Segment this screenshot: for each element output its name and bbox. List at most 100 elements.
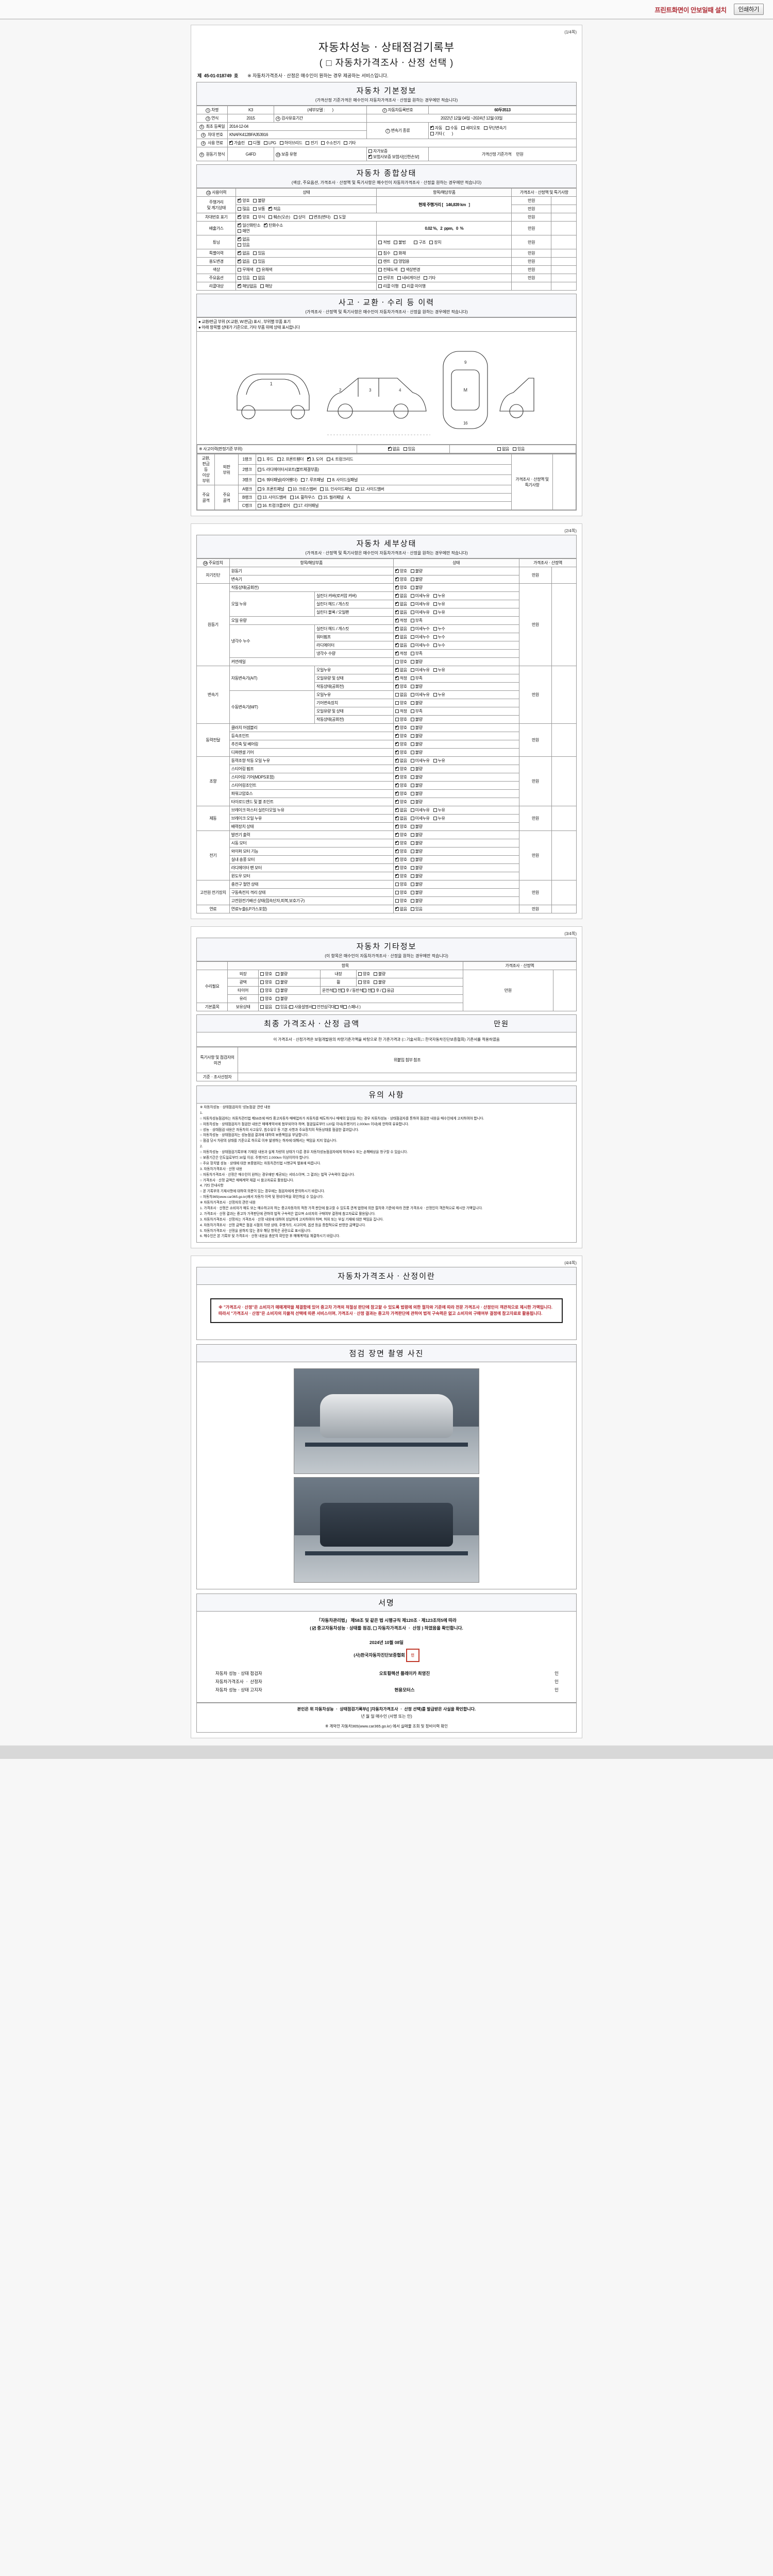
other-row-holding: 보유상태 <box>227 1003 259 1011</box>
page-3: (3/4쪽) 자동차 기타정보 (이 항목은 매수인이 자동차가격조사ㆍ산정을 … <box>191 926 582 1249</box>
detail-item: 등속조인트 <box>229 732 394 740</box>
caution-item: ○ 자동차성능점검자는 자동차관리법 제58조에 따라 중고자동차 매매업자가 … <box>200 1116 484 1121</box>
recall-items: 리콜 이행 리콜 미이행 <box>376 282 512 291</box>
signature-seal: 인 <box>554 1687 559 1692</box>
svg-text:1: 1 <box>270 381 273 386</box>
detail-unit: 만원 <box>518 905 552 913</box>
detail-row: 라디에이터 팬 모터양호불량 <box>197 863 577 872</box>
detail-item: 충전구 절연 상태 <box>229 880 394 889</box>
basic-info-note: (가격산정 기준가격은 매수인이 자동차가격조사ㆍ산정을 원하는 경우에만 적습… <box>196 97 577 106</box>
page-2: (2/4쪽) 자동차 세부상태 (가격조사ㆍ산정액 및 특기사항은 매수인이 자… <box>191 523 582 919</box>
rank-a-opts: 9. 프론트패널 10. 크로스멤버 11. 인사이드패널 12. 사이드멤버 <box>256 485 512 494</box>
price-blank-5 <box>550 235 577 249</box>
other-group-repair: 수리필요 <box>196 970 228 1003</box>
other-info-note: (이 항목은 매수인이 자동차가격조사ㆍ산정을 원하는 경우에만 적습니다) <box>196 953 577 961</box>
detail-item: 원동기 <box>229 567 394 575</box>
price-blank-6 <box>550 249 577 258</box>
signature-association: (사)한국자동차진단보증협회 인 <box>201 1648 572 1662</box>
detail-row: 라디에이터없음미세누수누수 <box>197 641 577 650</box>
detail-subitem: 기어변속장치 <box>314 699 394 707</box>
value-engine: G4FD <box>227 147 274 161</box>
top-toolbar: 프린트화면이 안보일때 설치 인쇄하기 <box>0 0 773 20</box>
signature-row: 자동차 성능ㆍ상태 점검자 오토컬렉션 플레이카 최영진 인 <box>201 1669 572 1677</box>
value-carname: K3 <box>227 106 274 114</box>
detail-item: 시동 모터 <box>229 839 394 848</box>
detail-row: 고전원 전기장치 충전구 절연 상태 양호 불량 만원 <box>196 880 577 905</box>
detail-body: 자기진단원동기양호불량만원변속기양호불량원동기작동상태(공회전)양호불량만원오일… <box>196 567 577 913</box>
detail-item: 고전원전기배선 상태(접속단자,피복,보호기구) <box>229 896 394 905</box>
emission-opts: 일산화탄소탄화수소매연 <box>236 221 377 235</box>
cautions-title: 유의 사항 <box>196 1086 577 1104</box>
other-row-tire: 타이어 <box>227 986 259 995</box>
caution-item: 3. 자동차가격조사ㆍ산정 내용 <box>200 1167 242 1171</box>
other-row-glass: 유리 <box>227 994 259 1003</box>
col-state: 상태 <box>236 188 377 197</box>
col-item: 항목/해당부품 <box>376 188 512 197</box>
signature-seal: 인 <box>554 1679 559 1684</box>
overall-row-mileage: 주행거리 및 계기상태 <box>196 196 237 213</box>
overall-row-color: 색상 <box>196 265 237 274</box>
rank-sub-frame: 주요 골격 <box>214 485 239 510</box>
other-row-polish: 광택 <box>227 978 259 987</box>
caution-item: ○ 가격조사ㆍ산정 금액은 매매계약 체결 시 참고자료로 활용됩니다. <box>200 1178 294 1182</box>
overall-row-vin-mark: 차대번호 표기 <box>196 213 237 222</box>
other-glass-opts: 양호 불량 <box>258 994 463 1003</box>
caution-item: ※ 자동차성능ㆍ상태점검자의 '성능점검' 관련 내용 <box>200 1106 271 1109</box>
page-number-4: (4/4쪽) <box>564 1261 577 1266</box>
value-year: 2015 <box>227 114 274 123</box>
signature-value: 오토컬렉션 플레이카 최영진 <box>379 1670 430 1676</box>
basic-info-table: 1 차명 K3 (세부모델 : ) 2 자동차등록번호 60두3513 3 연식 20… <box>196 106 577 161</box>
detail-subitem: 오일유량 및 상태 <box>314 674 394 683</box>
other-tire-opts: 양호 불량 <box>258 986 321 995</box>
accident-title: 사고ㆍ교환ㆍ수리 등 이력 <box>196 294 577 309</box>
overall-row-options: 주요옵션 <box>196 274 237 282</box>
caution-item: ○ 성능ㆍ상태점검 내용은 자동차의 사고유무, 침수유무 등 기본 사항과 주… <box>200 1128 359 1132</box>
signature-body: 「자동차관리법」 제58조 및 같은 법 시행규칙 제120조ㆍ제123조의5에… <box>196 1612 577 1703</box>
detail-item: 커먼레일 <box>229 657 394 666</box>
detail-row: 기어변속장치 양호 불량 <box>197 699 577 707</box>
final-price-table: 특기사항 및 점검자의 의견 위붙임 첨부 참조 기준ㆍ조사선정자 <box>196 1047 577 1081</box>
doc-service-note: ※ 자동차가격조사ㆍ산정은 매수인이 원하는 경우 제공하는 서비스입니다. <box>247 73 389 78</box>
final-price-row-blank <box>238 1073 577 1081</box>
tuning-opts-b: 적법 불법 구조 장치 <box>376 235 512 249</box>
detail-item: 윈도우 모터 <box>229 872 394 880</box>
doc-number: 45-01-018749 <box>204 73 232 78</box>
detail-row: 자기진단원동기양호불량만원 <box>196 567 577 584</box>
detail-price-blank <box>551 583 577 666</box>
row-label-vin: 6 차대 번호 <box>196 130 228 139</box>
signature-row: 자동차 성능ㆍ상태 고지자 현용모터스 인 <box>201 1686 572 1694</box>
page-number-3: (3/4쪽) <box>564 931 577 936</box>
accident-price-col: 가격조사ㆍ산정액 및 특기사항 <box>511 454 553 510</box>
detail-item: 작동상태(공회전) <box>229 583 394 592</box>
detail-item: 브레이크 오일 누유 <box>229 814 394 823</box>
other-tire-pos: 운전석 전 후 / 동반석 전 후 / 응급 <box>320 986 463 995</box>
print-button[interactable]: 인쇄하기 <box>733 4 764 15</box>
unit-5: 만원 <box>511 235 551 249</box>
detail-item: 브레이크 마스터 실린더오일 누유 <box>229 806 394 815</box>
detail-device: 동력전달 <box>196 723 230 757</box>
caution-item: ○ 본 기록부의 기재사항에 대하여 의문이 있는 경우에는 점검자에게 문의하… <box>200 1190 325 1194</box>
rank-group-frame: 주요 골격 <box>197 485 215 510</box>
price-blank-4 <box>550 221 577 235</box>
final-price-unit: 만원 <box>494 1019 509 1028</box>
detail-item: 실내 송풍 모터 <box>229 855 394 864</box>
